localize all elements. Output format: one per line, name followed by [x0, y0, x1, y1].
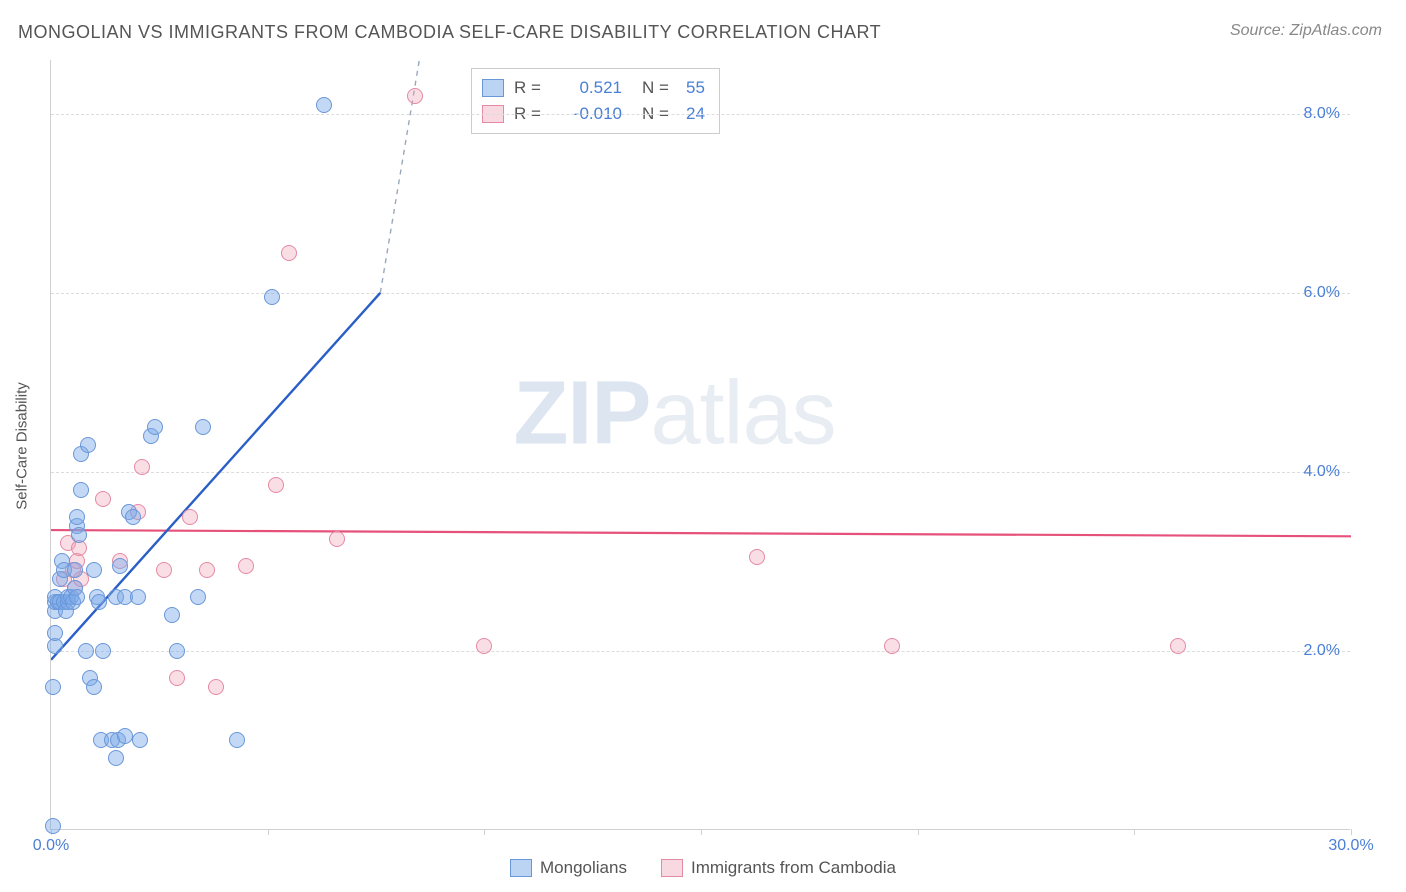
data-point: [134, 459, 150, 475]
tick-mark: [701, 829, 702, 835]
x-tick-label: 0.0%: [33, 837, 69, 855]
data-point: [199, 562, 215, 578]
data-point: [182, 509, 198, 525]
square-icon: [482, 79, 504, 97]
data-point: [281, 245, 297, 261]
data-point: [45, 679, 61, 695]
series-legend: Mongolians Immigrants from Cambodia: [0, 858, 1406, 878]
n-label: N =: [642, 75, 676, 101]
data-point: [91, 594, 107, 610]
data-point: [195, 419, 211, 435]
tick-mark: [268, 829, 269, 835]
square-icon: [661, 859, 683, 877]
data-point: [132, 732, 148, 748]
watermark: ZIPatlas: [513, 362, 835, 465]
legend-label: Immigrants from Cambodia: [691, 858, 896, 878]
tick-mark: [1351, 829, 1352, 835]
legend-item-pink: Immigrants from Cambodia: [661, 858, 896, 878]
data-point: [130, 589, 146, 605]
data-point: [125, 509, 141, 525]
data-point: [95, 491, 111, 507]
r-label: R =: [514, 75, 544, 101]
data-point: [80, 437, 96, 453]
data-point: [47, 625, 63, 641]
data-point: [749, 549, 765, 565]
data-point: [147, 419, 163, 435]
data-point: [156, 562, 172, 578]
y-axis-label: Self-Care Disability: [14, 382, 31, 510]
legend-label: Mongolians: [540, 858, 627, 878]
data-point: [208, 679, 224, 695]
data-point: [45, 818, 61, 834]
data-point: [86, 679, 102, 695]
data-point: [117, 728, 133, 744]
data-point: [95, 643, 111, 659]
data-point: [407, 88, 423, 104]
y-tick-label: 8.0%: [1304, 105, 1340, 123]
gridline-h: [51, 651, 1350, 652]
gridline-h: [51, 472, 1350, 473]
data-point: [73, 482, 89, 498]
plot-area: ZIPatlas R = 0.521 N = 55 R = -0.010 N =…: [50, 60, 1350, 830]
data-point: [476, 638, 492, 654]
tick-mark: [484, 829, 485, 835]
data-point: [264, 289, 280, 305]
tick-mark: [918, 829, 919, 835]
data-point: [78, 643, 94, 659]
data-point: [69, 509, 85, 525]
gridline-h: [51, 114, 1350, 115]
data-point: [229, 732, 245, 748]
data-point: [1170, 638, 1186, 654]
data-point: [86, 562, 102, 578]
data-point: [108, 750, 124, 766]
tick-mark: [1134, 829, 1135, 835]
correlation-legend: R = 0.521 N = 55 R = -0.010 N = 24: [471, 68, 720, 134]
data-point: [329, 531, 345, 547]
data-point: [169, 670, 185, 686]
legend-item-blue: Mongolians: [510, 858, 627, 878]
data-point: [169, 643, 185, 659]
chart-container: MONGOLIAN VS IMMIGRANTS FROM CAMBODIA SE…: [0, 0, 1406, 892]
data-point: [112, 558, 128, 574]
n-value: 55: [686, 75, 705, 101]
trendlines-svg: [51, 60, 1351, 830]
data-point: [268, 477, 284, 493]
data-point: [190, 589, 206, 605]
square-icon: [510, 859, 532, 877]
watermark-zip: ZIP: [513, 363, 650, 463]
data-point: [71, 527, 87, 543]
gridline-h: [51, 293, 1350, 294]
data-point: [884, 638, 900, 654]
data-point: [69, 589, 85, 605]
watermark-atlas: atlas: [650, 363, 835, 463]
x-tick-label: 30.0%: [1328, 837, 1373, 855]
chart-title: MONGOLIAN VS IMMIGRANTS FROM CAMBODIA SE…: [18, 22, 881, 43]
data-point: [316, 97, 332, 113]
y-tick-label: 6.0%: [1304, 284, 1340, 302]
data-point: [238, 558, 254, 574]
data-point: [164, 607, 180, 623]
data-point: [67, 562, 83, 578]
y-tick-label: 2.0%: [1304, 642, 1340, 660]
source-label: Source: ZipAtlas.com: [1230, 22, 1382, 40]
y-tick-label: 4.0%: [1304, 463, 1340, 481]
r-value: 0.521: [554, 75, 622, 101]
legend-row-blue: R = 0.521 N = 55: [482, 75, 705, 101]
